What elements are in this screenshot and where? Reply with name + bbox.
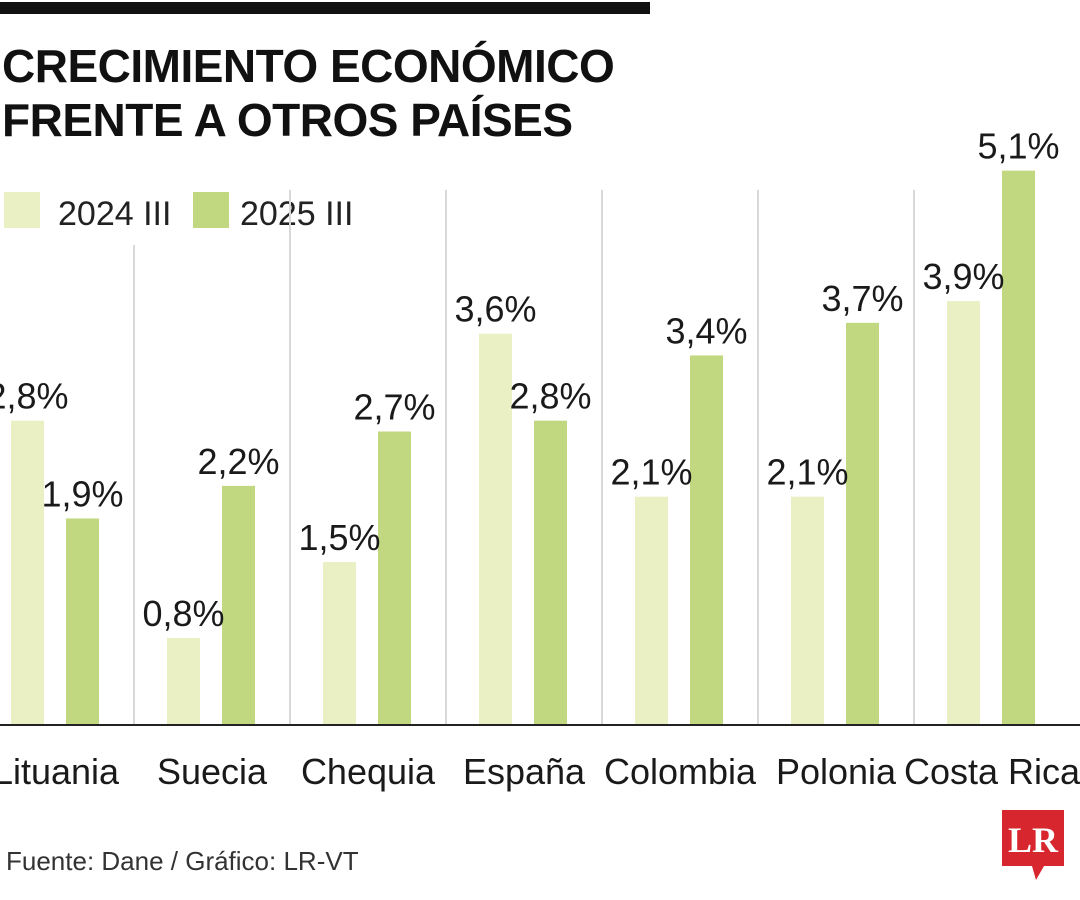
value-label: 2,1% [766,452,848,493]
bar-2025-españa [534,420,567,725]
bar-2024-españa [479,333,512,725]
source-note: Fuente: Dane / Gráfico: LR-VT [6,846,359,876]
lr-logo-badge [1002,810,1064,880]
bar-2024-chequia [323,561,356,725]
category-label: Costa Rica [904,751,1080,792]
bar-2024-suecia [167,638,200,725]
bar-2025-chequia [378,431,411,725]
legend-swatch-2025 [193,192,229,228]
category-label: Lituania [0,751,120,792]
value-label: 2,1% [610,452,692,493]
legend: 2024 III 2025 III [4,192,353,233]
category-label: Suecia [157,751,268,792]
category-separators [133,190,915,725]
value-label: 1,5% [298,517,380,558]
bar-2025-polonia [846,322,879,725]
lr-logo-text: LR [1008,820,1059,860]
value-label: 3,7% [821,278,903,319]
category-label: Polonia [776,751,897,792]
value-label: 3,6% [454,289,536,330]
top-accent-bar [0,2,650,14]
bar-2025-suecia [222,485,255,725]
value-label: 3,4% [665,310,747,351]
legend-label-2024: 2024 III [58,195,171,233]
value-labels-group: 2,8% 1,9% 0,8% 2,2% 1,5% 2,7% 3,6% 2,8% 2,1% 3,4%… [0,126,1060,634]
bar-2024-costa-rica [947,301,980,725]
bar-2024-polonia [791,496,824,725]
chart-title-line-1: CRECIMIENTO ECONÓMICO [2,40,614,92]
bar-2025-lituania [66,518,99,725]
bar-2024-colombia [635,496,668,725]
value-label: 2,7% [353,387,435,428]
value-label: 2,2% [197,441,279,482]
bar-2025-colombia [690,355,723,725]
value-label: 3,9% [922,256,1004,297]
category-labels-group: Lituania Suecia Chequia España Colombia Polon… [0,751,1080,792]
value-label: 1,9% [41,473,123,514]
value-label: 2,8% [509,376,591,417]
bar-2024-lituania [11,420,44,725]
chart-title-line-2: FRENTE A OTROS PAÍSES [2,94,573,146]
category-label: Chequia [301,751,436,792]
category-label: Colombia [604,751,757,792]
value-label: 0,8% [142,593,224,634]
value-label: 2,8% [0,376,69,417]
category-label: España [463,751,586,792]
bar-2025-costa-rica [1002,170,1035,725]
bars-group [11,170,1035,725]
value-label: 5,1% [977,126,1059,167]
legend-swatch-2024 [4,192,40,228]
legend-label-2025: 2025 III [240,195,353,233]
lr-logo: LR [1002,810,1064,880]
